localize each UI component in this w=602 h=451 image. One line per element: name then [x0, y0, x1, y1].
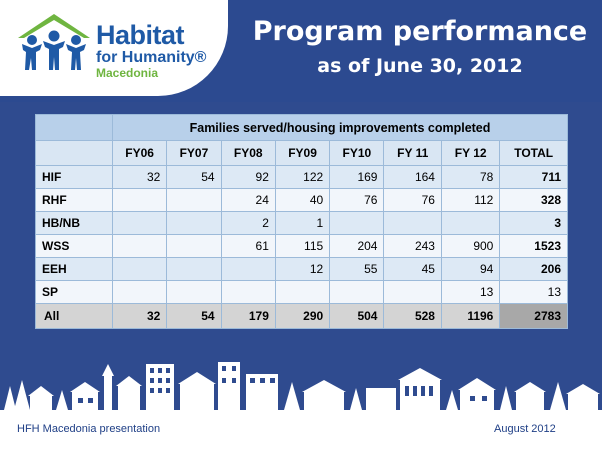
table-cell: 1196	[440, 303, 501, 329]
column-header: FY06	[111, 140, 168, 166]
table-row: HIF 32 54 92 122 169 164 78 711	[35, 165, 568, 189]
table-cell: 40	[274, 188, 331, 212]
table-cell: 122	[274, 165, 331, 189]
table-cell	[220, 257, 276, 281]
table-cell: 900	[440, 234, 501, 258]
column-header: FY10	[329, 140, 385, 166]
table-cell: 32	[111, 303, 168, 329]
logo: Habitat for Humanity® Macedonia	[0, 0, 228, 96]
table-row: RHF 24 40 76 76 112 328	[35, 188, 568, 212]
table-cell: 92	[220, 165, 276, 189]
column-header: TOTAL	[499, 140, 568, 166]
row-label: RHF	[35, 188, 113, 212]
table-cell: 1	[274, 211, 331, 235]
table-cell: 243	[383, 234, 442, 258]
row-label: SP	[35, 280, 113, 304]
table-cell: 290	[274, 303, 331, 329]
column-header: FY 11	[383, 140, 442, 166]
corner-cell	[35, 114, 113, 141]
table-cell: 164	[383, 165, 442, 189]
data-table: Families served/housing improvements com…	[35, 114, 568, 329]
row-total: 13	[499, 280, 568, 304]
table-cell	[166, 234, 222, 258]
table-cell	[166, 188, 222, 212]
table-cell	[166, 280, 222, 304]
table-cell	[111, 211, 168, 235]
performance-table: Families served/housing improvements com…	[35, 114, 568, 344]
row-total: 1523	[499, 234, 568, 258]
table-cell	[166, 257, 222, 281]
table-cell: 78	[440, 165, 501, 189]
table-cell: 13	[440, 280, 501, 304]
table-cell: 76	[383, 188, 442, 212]
table-row: WSS 61 115 204 243 900 1523	[35, 234, 568, 258]
column-header: FY07	[166, 140, 222, 166]
table-cell: 55	[329, 257, 385, 281]
table-cell: 112	[440, 188, 501, 212]
table-cell	[274, 280, 331, 304]
table-row: EEH 12 55 45 94 206	[35, 257, 568, 281]
table-row: HB/NB 2 1 3	[35, 211, 568, 235]
table-cell: 24	[220, 188, 276, 212]
slide-title: Program performance	[252, 16, 588, 47]
column-header: FY08	[220, 140, 276, 166]
table-cell: 115	[274, 234, 331, 258]
table-cell	[166, 211, 222, 235]
row-label: HIF	[35, 165, 113, 189]
table-cell: 12	[274, 257, 331, 281]
table-cell	[383, 280, 442, 304]
table-cell: 76	[329, 188, 385, 212]
habitat-figures-icon	[18, 14, 90, 70]
table-cell	[440, 211, 501, 235]
table-cell	[329, 280, 385, 304]
summary-row: All 32 54 179 290 504 528 1196 2783	[35, 303, 568, 329]
table-cell: 504	[329, 303, 385, 329]
table-cell: 528	[383, 303, 442, 329]
column-header: FY 12	[440, 140, 501, 166]
table-cell: 169	[329, 165, 385, 189]
row-total: 711	[499, 165, 568, 189]
table-caption-row: Families served/housing improvements com…	[35, 114, 568, 141]
town-skyline-illustration	[0, 362, 602, 420]
table-cell	[329, 211, 385, 235]
row-total: 3	[499, 211, 568, 235]
table-row: SP 13 13	[35, 280, 568, 304]
table-cell: 204	[329, 234, 385, 258]
slide-subtitle: as of June 30, 2012	[317, 55, 523, 77]
table-cell: 45	[383, 257, 442, 281]
table-cell: 54	[166, 303, 222, 329]
row-label: WSS	[35, 234, 113, 258]
row-label: EEH	[35, 257, 113, 281]
table-cell	[220, 280, 276, 304]
table-cell	[111, 257, 168, 281]
row-label: All	[35, 303, 113, 329]
column-header: FY09	[274, 140, 331, 166]
table-cell: 94	[440, 257, 501, 281]
row-total: 206	[499, 257, 568, 281]
footer-presentation-name: HFH Macedonia presentation	[17, 423, 161, 435]
table-cell	[383, 211, 442, 235]
table-cell: 32	[111, 165, 168, 189]
table-caption: Families served/housing improvements com…	[112, 114, 568, 141]
logo-tagline: for Humanity®	[96, 49, 207, 66]
table-cell: 179	[220, 303, 276, 329]
table-cell	[111, 188, 168, 212]
grand-total: 2783	[499, 303, 568, 329]
table-cell: 2	[220, 211, 276, 235]
logo-name: Habitat	[96, 20, 185, 50]
footer-date: August 2012	[494, 423, 556, 435]
logo-country: Macedonia	[96, 66, 159, 80]
table-cell: 61	[220, 234, 276, 258]
footer-bar	[0, 418, 602, 451]
column-header-row: FY06 FY07 FY08 FY09 FY10 FY 11 FY 12 TOT…	[35, 140, 568, 166]
row-label: HB/NB	[35, 211, 113, 235]
table-cell	[111, 234, 168, 258]
row-total: 328	[499, 188, 568, 212]
table-cell	[111, 280, 168, 304]
corner-cell	[35, 140, 113, 166]
table-cell: 54	[166, 165, 222, 189]
